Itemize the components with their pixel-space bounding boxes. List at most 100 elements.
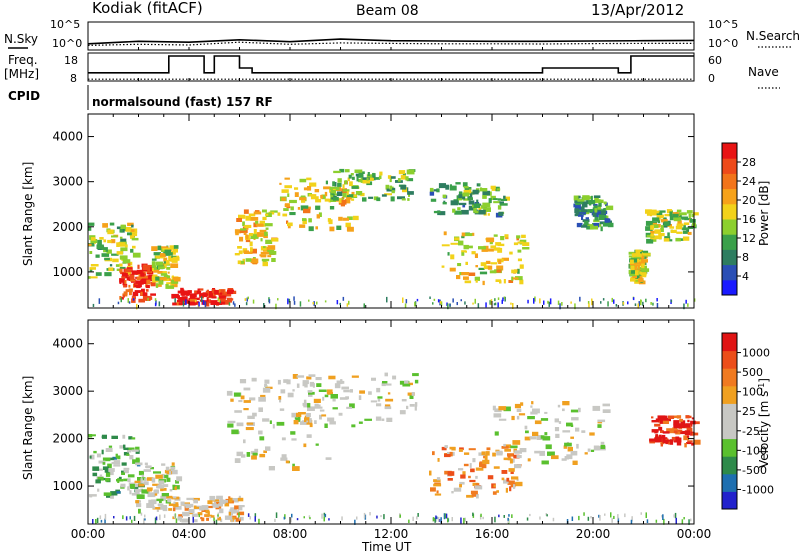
velocity-cell	[147, 492, 156, 498]
power-cell	[131, 224, 134, 228]
velocity-cell	[236, 422, 244, 427]
freq-tick-top: 18	[64, 54, 78, 67]
velocity-cell	[503, 457, 512, 461]
velocity-speckle	[96, 517, 99, 523]
power-speckle	[404, 303, 407, 309]
power-cell	[248, 251, 253, 254]
power-cell	[378, 175, 382, 179]
power-cell	[130, 234, 135, 239]
power-cell	[449, 185, 457, 191]
power-cell	[605, 205, 614, 211]
power-cell	[634, 264, 640, 267]
velocity-cell	[673, 415, 679, 418]
velocity-cell	[152, 507, 161, 510]
power-cell	[204, 293, 208, 297]
velocity-cell	[129, 455, 134, 460]
velocity-cell	[436, 490, 439, 494]
velocity-cell	[160, 487, 167, 491]
power-cell	[466, 245, 473, 249]
velocity-cell	[661, 434, 666, 438]
power-cell	[472, 189, 479, 195]
power-cell	[356, 177, 359, 182]
velocity-cell	[459, 447, 464, 451]
velocity-speckle	[480, 513, 482, 517]
velocity-cell	[123, 447, 129, 450]
velocity-cell	[105, 472, 111, 477]
power-cell	[187, 290, 192, 294]
power-cell	[130, 248, 134, 253]
velocity-cell	[545, 444, 552, 450]
velocity-colorbar-label: -25	[742, 425, 760, 438]
power-cell	[324, 198, 330, 202]
velocity-cell	[660, 443, 663, 447]
velocity-cell	[305, 419, 313, 425]
power-cell	[450, 254, 455, 260]
velocity-cell	[123, 444, 126, 449]
power-cell	[315, 199, 322, 203]
power-cell	[91, 237, 96, 241]
power-cell	[155, 255, 164, 259]
velocity-cell	[110, 491, 118, 496]
velocity-cell	[309, 423, 313, 428]
velocity-speckle	[274, 518, 276, 522]
power-cell	[302, 218, 307, 221]
velocity-cell	[401, 399, 407, 402]
power-cell	[189, 296, 196, 301]
power-cell	[234, 229, 241, 234]
power-cell	[329, 206, 335, 210]
velocity-cell	[220, 518, 223, 523]
power-cell	[157, 271, 163, 274]
velocity-cell	[351, 424, 356, 428]
velocity-cell	[498, 406, 507, 411]
velocity-cell	[175, 480, 179, 484]
power-speckle	[414, 301, 416, 307]
velocity-cell	[532, 431, 539, 436]
power-cell	[124, 268, 133, 273]
velocity-cell	[121, 470, 124, 474]
power-cell	[468, 205, 475, 211]
power-cell	[286, 220, 289, 224]
velocity-cell	[562, 401, 570, 406]
power-cell	[683, 222, 690, 226]
power-cell	[237, 260, 241, 265]
power-cell	[582, 219, 590, 223]
power-colorbar-segment	[722, 279, 737, 296]
velocity-cell	[664, 417, 671, 422]
power-cell	[581, 209, 588, 213]
velocity-cell	[113, 460, 121, 465]
velocity-colorbar-label: 100	[742, 386, 763, 399]
velocity-cell	[581, 430, 586, 433]
velocity-cell	[238, 400, 243, 403]
power-cell	[245, 215, 251, 221]
power-cell	[334, 182, 337, 187]
power-cell	[303, 187, 310, 191]
x-tick-label: 20:00	[576, 527, 611, 541]
velocity-speckle	[675, 517, 677, 524]
power-cell	[630, 259, 634, 264]
cpid-text: normalsound (fast) 157 RF	[92, 95, 273, 109]
power-cell	[581, 201, 588, 205]
power-speckle	[447, 303, 449, 310]
velocity-cell	[127, 474, 135, 478]
power-cell	[635, 259, 641, 262]
power-cell	[467, 197, 473, 200]
power-cell	[234, 253, 240, 256]
velocity-speckle	[144, 514, 146, 518]
velocity-cell	[430, 487, 436, 492]
power-cell	[315, 226, 318, 230]
power-cell	[121, 296, 124, 300]
power-cell	[190, 293, 193, 297]
power-speckle	[92, 303, 95, 307]
power-cell	[320, 194, 323, 199]
velocity-cell	[110, 457, 115, 461]
power-speckle	[128, 301, 131, 304]
velocity-speckle	[498, 514, 500, 518]
velocity-cell	[231, 429, 239, 435]
power-cell	[119, 255, 128, 260]
power-cell	[169, 245, 176, 250]
velocity-colorbar-segment	[722, 368, 737, 387]
velocity-cell	[322, 396, 325, 401]
velocity-cell	[227, 423, 234, 428]
velocity-cell	[414, 402, 418, 407]
